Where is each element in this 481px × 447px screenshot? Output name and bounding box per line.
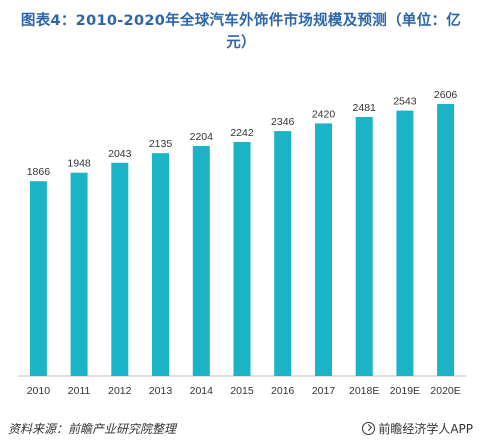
bar-2013 <box>152 153 169 376</box>
bar-2014 <box>192 146 210 376</box>
bar-2019E <box>396 110 414 376</box>
chart-title: 图表4：2010-2020年全球汽车外饰件市场规模及预测（单位：亿元） <box>20 13 462 51</box>
data-label-2011: 1948 <box>67 158 91 170</box>
data-label-2012: 2043 <box>108 148 132 160</box>
data-label-2015: 2242 <box>230 127 254 139</box>
brand-watermark: 前瞻经济学人APP <box>362 420 473 437</box>
bar-2012 <box>111 162 129 376</box>
x-tick-label-2015: 2015 <box>230 385 254 397</box>
x-tick-label-2014: 2014 <box>190 385 214 397</box>
bar-2017 <box>315 123 332 377</box>
brand-name: 前瞻经济学人APP <box>378 422 473 436</box>
bar-2018E <box>355 117 373 376</box>
x-tick-label-2016: 2016 <box>271 385 295 397</box>
data-label-2019E: 2543 <box>393 96 417 108</box>
data-label-2020E: 2606 <box>434 89 458 101</box>
bar-2010 <box>29 181 47 376</box>
data-label-2013: 2135 <box>149 138 173 150</box>
data-label-2017: 2420 <box>312 108 336 120</box>
source-note: 资料来源：前瞻产业研究院整理 <box>8 422 177 436</box>
x-tick-label-2010: 2010 <box>27 385 51 397</box>
x-tick-label-2020E: 2020E <box>430 385 460 397</box>
bar-2016 <box>274 131 292 376</box>
data-label-2018E: 2481 <box>353 102 377 114</box>
bar-2015 <box>233 142 251 376</box>
bar-2020E <box>437 104 455 376</box>
x-tick-label-2011: 2011 <box>68 385 91 397</box>
data-label-2010: 1866 <box>27 166 51 178</box>
x-tick-label-2019E: 2019E <box>390 385 420 397</box>
x-tick-label-2012: 2012 <box>108 385 132 397</box>
brand-logo-icon <box>362 422 376 435</box>
x-tick-label-2018E: 2018E <box>349 385 379 397</box>
data-label-2014: 2204 <box>190 131 214 143</box>
x-tick-label-2017: 2017 <box>312 385 336 397</box>
data-label-2016: 2346 <box>271 116 295 128</box>
bar-2011 <box>70 172 88 376</box>
x-tick-label-2013: 2013 <box>149 385 173 397</box>
